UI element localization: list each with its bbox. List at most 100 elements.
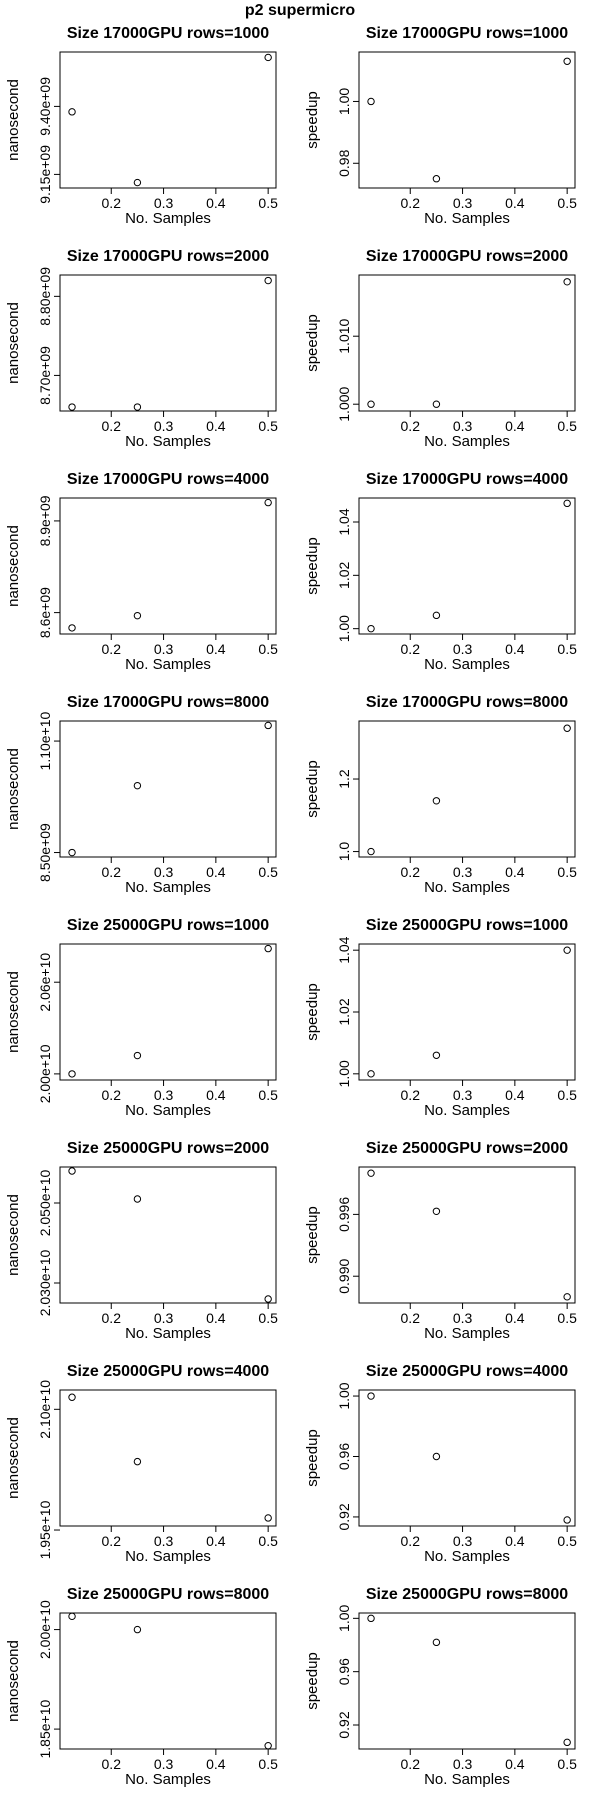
x-tick-label: 0.3: [453, 864, 473, 880]
y-tick-label: 2.030e+10: [37, 1250, 53, 1317]
chart-title: Size 17000GPU rows=2000: [366, 248, 568, 265]
x-tick-label: 0.3: [154, 1533, 174, 1549]
x-tick-label: 0.3: [453, 195, 473, 211]
y-tick-label: 1.00: [336, 615, 352, 642]
data-point: [563, 1293, 571, 1301]
x-tick-label: 0.2: [102, 418, 122, 434]
x-tick-label: 0.5: [557, 195, 577, 211]
data-point: [432, 1452, 441, 1461]
x-axis-label: No. Samples: [125, 210, 211, 227]
data-point: [133, 403, 142, 411]
x-axis-label: No. Samples: [424, 879, 510, 896]
data-point: [264, 944, 272, 953]
plot-frame: [358, 274, 576, 412]
plot-frame: [358, 943, 576, 1081]
data-point: [563, 946, 571, 954]
x-tick-label: 0.2: [401, 1756, 421, 1772]
plot-frame: [59, 1166, 277, 1304]
chart-title: Size 25000GPU rows=1000: [366, 917, 568, 934]
x-tick-label: 0.5: [557, 1087, 577, 1103]
x-tick-label: 0.5: [258, 1756, 278, 1772]
y-tick-label: 1.00: [336, 1382, 352, 1409]
data-point: [68, 848, 76, 857]
y-tick-label: 1.04: [336, 936, 352, 963]
y-axis-label: speedup: [304, 314, 321, 372]
x-tick-label: 0.4: [505, 418, 525, 434]
x-tick-label: 0.2: [401, 1533, 421, 1549]
chart-title: Size 25000GPU rows=8000: [67, 1586, 269, 1603]
x-axis-label: No. Samples: [125, 879, 211, 896]
plot-frame: [358, 51, 576, 189]
x-tick-label: 0.5: [258, 195, 278, 211]
y-tick-label: 1.000: [336, 386, 352, 421]
data-point: [432, 400, 441, 408]
plot-frame: [358, 1612, 576, 1750]
x-axis-label: No. Samples: [125, 1102, 211, 1119]
chart-panel-11: Size 25000GPU rows=2000 0.2 0.3 0.4 0.5 2.030…: [5, 1140, 278, 1342]
chart-title: Size 17000GPU rows=4000: [366, 471, 568, 488]
chart-title: Size 25000GPU rows=8000: [366, 1586, 568, 1603]
x-tick-label: 0.4: [206, 1310, 226, 1326]
chart-panel-16: Size 25000GPU rows=8000 0.2 0.3 0.4 0.5 0.92 0…: [304, 1586, 577, 1788]
plot-frame: [358, 1166, 576, 1304]
y-tick-label: 0.96: [336, 1658, 352, 1685]
chart-panel-15: Size 25000GPU rows=8000 0.2 0.3 0.4 0.5 1.85e…: [5, 1586, 278, 1788]
data-point: [563, 499, 571, 508]
chart-title: Size 25000GPU rows=1000: [67, 917, 269, 934]
y-axis-label: speedup: [304, 1429, 321, 1487]
chart-panel-8: Size 17000GPU rows=8000 0.2 0.3 0.4 0.5 1.0 1.…: [304, 694, 577, 896]
y-tick-label: 8.70e+09: [37, 346, 53, 405]
data-point: [264, 53, 272, 62]
x-axis-label: No. Samples: [424, 1325, 510, 1342]
x-tick-label: 0.3: [453, 1087, 473, 1103]
y-tick-label: 2.00e+10: [37, 1600, 53, 1659]
data-point: [563, 1516, 571, 1524]
x-tick-label: 0.5: [258, 1087, 278, 1103]
data-point: [563, 57, 571, 65]
x-tick-label: 0.4: [206, 418, 226, 434]
x-tick-label: 0.3: [453, 641, 473, 657]
x-tick-label: 0.2: [401, 195, 421, 211]
y-axis-label: nanosecond: [5, 1417, 22, 1499]
x-axis-label: No. Samples: [424, 210, 510, 227]
y-tick-label: 1.95e+10: [37, 1500, 53, 1559]
y-tick-label: 1.04: [336, 508, 352, 535]
y-tick-label: 1.00: [336, 1604, 352, 1631]
y-tick-label: 1.10e+10: [37, 711, 53, 770]
chart-panel-6: Size 17000GPU rows=4000 0.2 0.3 0.4 0.5 1.00 1…: [304, 471, 577, 673]
plot-frame: [358, 720, 576, 858]
y-axis-label: nanosecond: [5, 302, 22, 384]
chart-panel-1: Size 17000GPU rows=1000 0.2 0.3 0.4 0.5 9.15e…: [5, 25, 278, 227]
x-tick-label: 0.2: [102, 1533, 122, 1549]
chart-title: Size 17000GPU rows=8000: [67, 694, 269, 711]
y-tick-label: 8.6e+09: [37, 587, 53, 638]
chart-panel-13: Size 25000GPU rows=4000 0.2 0.3 0.4 0.5 1.95e…: [5, 1363, 278, 1565]
data-point: [432, 611, 441, 620]
chart-panel-4: Size 17000GPU rows=2000 0.2 0.3 0.4 0.5 1.000…: [304, 248, 577, 450]
x-tick-label: 0.4: [206, 1087, 226, 1103]
x-tick-label: 0.5: [258, 864, 278, 880]
plot-frame: [59, 274, 277, 412]
x-tick-label: 0.4: [206, 1533, 226, 1549]
x-tick-label: 0.2: [102, 1310, 122, 1326]
x-tick-label: 0.4: [206, 641, 226, 657]
x-tick-label: 0.5: [557, 641, 577, 657]
data-point: [367, 624, 375, 633]
chart-panel-12: Size 25000GPU rows=2000 0.2 0.3 0.4 0.5 0.990…: [304, 1140, 577, 1342]
x-tick-label: 0.3: [154, 1756, 174, 1772]
x-tick-label: 0.3: [453, 1310, 473, 1326]
data-point: [264, 721, 272, 730]
x-tick-label: 0.4: [505, 1310, 525, 1326]
x-tick-label: 0.5: [557, 1533, 577, 1549]
x-axis-label: No. Samples: [424, 1102, 510, 1119]
y-tick-label: 1.02: [336, 561, 352, 588]
x-tick-label: 0.4: [206, 1756, 226, 1772]
x-tick-label: 0.3: [154, 641, 174, 657]
data-point: [367, 1070, 375, 1078]
x-axis-label: No. Samples: [424, 1548, 510, 1565]
data-point: [133, 1051, 142, 1060]
x-tick-label: 0.5: [258, 1310, 278, 1326]
y-tick-label: 0.92: [336, 1711, 352, 1738]
x-tick-label: 0.2: [401, 864, 421, 880]
x-axis-label: No. Samples: [125, 433, 211, 450]
